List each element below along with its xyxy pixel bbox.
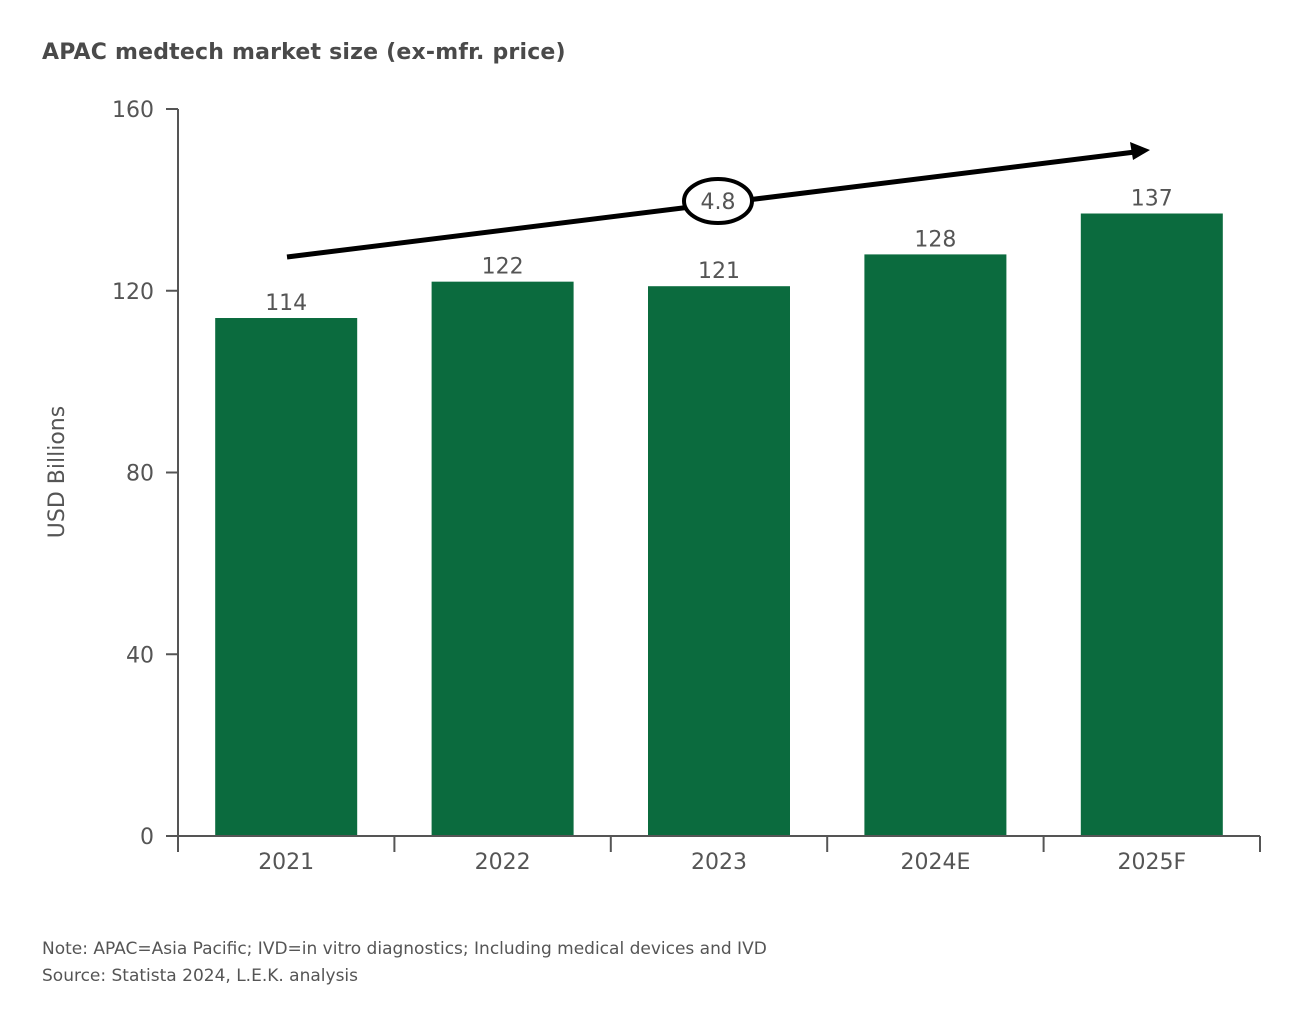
x-tick-label: 2024E xyxy=(900,850,970,875)
y-tick-label: 160 xyxy=(112,98,154,123)
source-text: Source: Statista 2024, L.E.K. analysis xyxy=(42,966,359,986)
cagr-circle xyxy=(682,177,754,225)
y-tick-label: 0 xyxy=(140,825,154,850)
data-label: 114 xyxy=(265,291,307,316)
y-axis-label: USD Billions xyxy=(45,406,70,538)
bar-2025F xyxy=(1080,213,1223,837)
x-tick-label: 2021 xyxy=(258,850,314,875)
x-tick-label: 2025F xyxy=(1117,850,1186,875)
note-text: Note: APAC=Asia Pacific; IVD=in vitro di… xyxy=(42,939,767,959)
x-tick-label: 2023 xyxy=(691,850,747,875)
arrow-head-icon xyxy=(1130,142,1150,160)
y-tick-label: 40 xyxy=(126,643,154,668)
data-label: 122 xyxy=(482,255,524,280)
trend-annotation: 4.8 xyxy=(286,142,1150,260)
y-tick-label: 120 xyxy=(112,280,154,305)
data-label: 128 xyxy=(914,227,956,252)
bar-2024E xyxy=(864,254,1007,836)
chart-title: APAC medtech market size (ex-mfr. price) xyxy=(42,40,566,65)
data-label: 137 xyxy=(1131,187,1173,212)
bar-2022 xyxy=(431,281,574,837)
cagr-label: 4.8 xyxy=(701,190,736,215)
bar-2021 xyxy=(215,318,358,836)
data-label: 121 xyxy=(698,259,740,284)
x-tick-label: 2022 xyxy=(475,850,531,875)
y-tick-label: 80 xyxy=(126,462,154,487)
bar-2023 xyxy=(648,286,790,836)
